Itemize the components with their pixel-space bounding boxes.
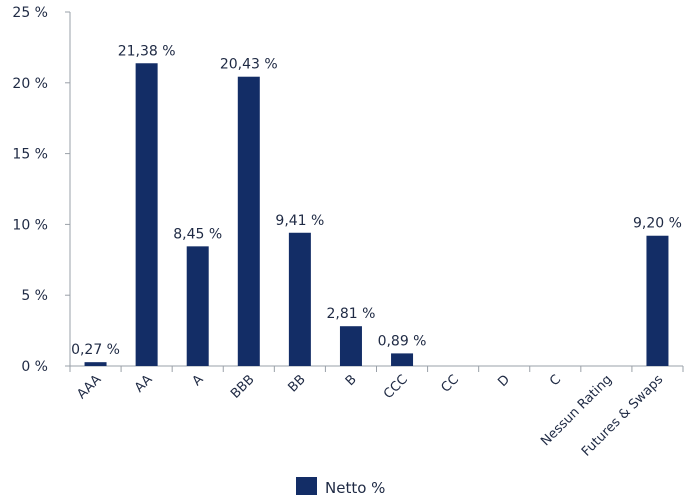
data-label: 20,43 % <box>220 57 278 73</box>
x-tick-label: C <box>547 372 564 389</box>
data-label: 0,27 % <box>71 342 120 358</box>
bar <box>135 63 158 366</box>
bar <box>339 326 362 366</box>
y-tick-label: 5 % <box>21 288 48 304</box>
bar <box>186 246 209 366</box>
data-label: 0,89 % <box>378 333 427 349</box>
data-label: 9,20 % <box>633 216 682 232</box>
legend-label: Netto % <box>325 479 385 497</box>
x-tick-label: CCC <box>381 372 411 402</box>
x-tick-label: AA <box>132 372 156 396</box>
x-tick-label: A <box>190 372 207 389</box>
bar <box>237 76 260 367</box>
y-axis-ticks: 0 % 5 % 10 % 15 % 20 % 25 % <box>12 5 684 375</box>
data-label: 2,81 % <box>326 306 375 322</box>
x-tick-label: D <box>495 372 513 390</box>
axes <box>69 12 683 367</box>
x-tick-label: B <box>343 372 360 389</box>
legend: Netto % <box>296 477 385 497</box>
y-tick-label: 20 % <box>12 76 48 92</box>
y-tick-label: 10 % <box>12 217 48 233</box>
bar <box>84 362 107 366</box>
bars <box>84 63 669 367</box>
y-tick-label: 0 % <box>21 359 48 375</box>
y-tick-label: 15 % <box>12 147 48 163</box>
y-tick-label: 25 % <box>12 5 48 21</box>
x-tick-label: BBB <box>228 372 258 402</box>
data-label: 9,41 % <box>275 213 324 229</box>
x-tick-label: AAA <box>74 372 104 402</box>
data-labels: 0,27 % 21,38 % 8,45 % 20,43 % 9,41 % 2,81 %0,… <box>71 43 682 358</box>
legend-swatch <box>296 477 317 495</box>
data-label: 8,45 % <box>173 226 222 242</box>
bar <box>391 353 414 366</box>
x-tick-label: CC <box>439 372 462 395</box>
data-label: 21,38 % <box>118 43 176 59</box>
x-tick-label: BB <box>285 372 308 395</box>
bar <box>288 232 311 366</box>
bar <box>646 235 669 366</box>
